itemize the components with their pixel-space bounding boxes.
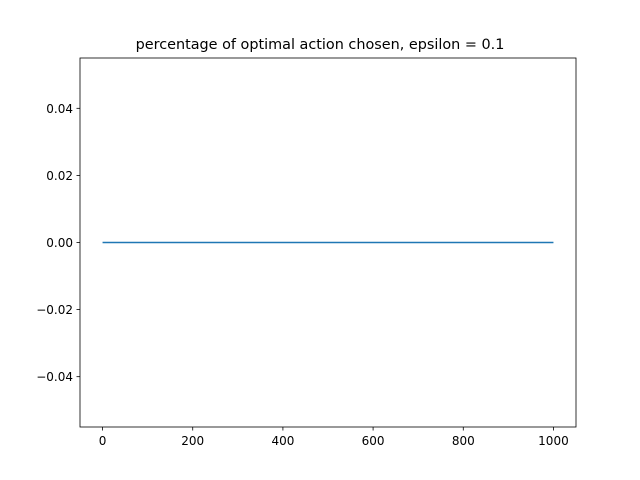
y-axis: −0.04 −0.02 0.00 0.02 0.04 — [36, 102, 80, 384]
x-tick-label: 600 — [362, 434, 385, 448]
x-tick-label: 400 — [271, 434, 294, 448]
x-tick-label: 200 — [181, 434, 204, 448]
x-axis: 0 200 400 600 800 1000 — [99, 427, 569, 448]
x-tick-label: 1000 — [538, 434, 569, 448]
chart-title: percentage of optimal action chosen, eps… — [136, 37, 505, 53]
y-tick-label: −0.04 — [36, 370, 73, 384]
y-tick-label: −0.02 — [36, 303, 73, 317]
y-tick-label: 0.04 — [46, 102, 73, 116]
x-tick-label: 0 — [99, 434, 107, 448]
x-tick-label: 800 — [452, 434, 475, 448]
y-tick-label: 0.00 — [46, 236, 73, 250]
y-tick-label: 0.02 — [46, 169, 73, 183]
